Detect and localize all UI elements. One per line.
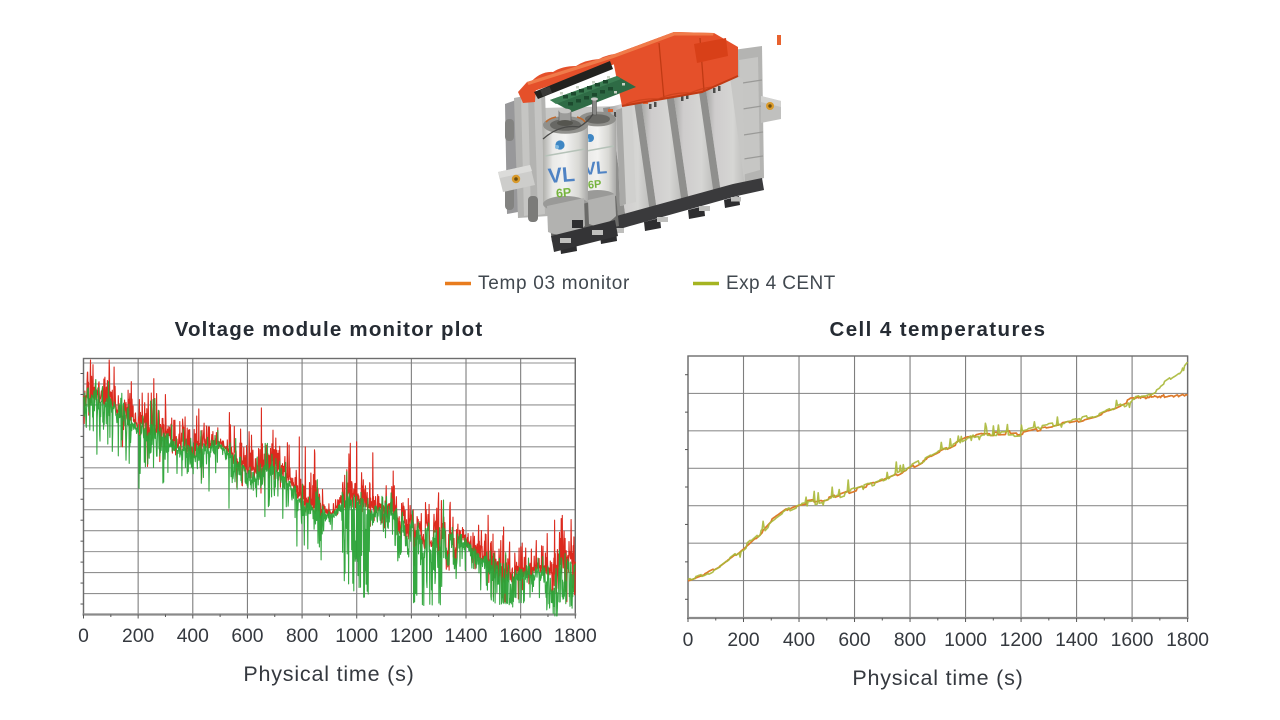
svg-text:0: 0 [78,626,89,647]
svg-text:Temp 03 monitor: Temp 03 monitor [478,273,630,294]
svg-text:200: 200 [122,626,154,647]
svg-text:600: 600 [838,630,870,651]
svg-text:6P: 6P [588,178,602,191]
svg-text:800: 800 [894,630,926,651]
svg-text:800: 800 [286,626,318,647]
svg-text:0: 0 [683,630,694,651]
svg-text:Physical time (s): Physical time (s) [243,662,414,686]
svg-text:1000: 1000 [944,630,987,651]
svg-text:6P: 6P [555,185,571,200]
svg-text:200: 200 [727,630,759,651]
svg-text:1200: 1200 [1000,630,1043,651]
svg-text:1200: 1200 [390,626,433,647]
svg-text:600: 600 [231,626,263,647]
svg-text:VL: VL [547,163,576,188]
svg-text:1400: 1400 [445,626,488,647]
svg-text:Physical time (s): Physical time (s) [852,666,1023,690]
svg-text:1800: 1800 [1166,630,1209,651]
svg-text:Cell 4 temperatures: Cell 4 temperatures [830,318,1047,341]
svg-text:1600: 1600 [1111,630,1154,651]
svg-text:1400: 1400 [1055,630,1098,651]
svg-text:1000: 1000 [335,626,378,647]
svg-text:400: 400 [783,630,815,651]
svg-text:VL: VL [583,157,608,179]
svg-text:Exp 4 CENT: Exp 4 CENT [726,273,836,294]
svg-text:1800: 1800 [554,626,597,647]
svg-text:1600: 1600 [499,626,542,647]
svg-text:Voltage module monitor plot: Voltage module monitor plot [175,318,484,341]
svg-text:400: 400 [177,626,209,647]
